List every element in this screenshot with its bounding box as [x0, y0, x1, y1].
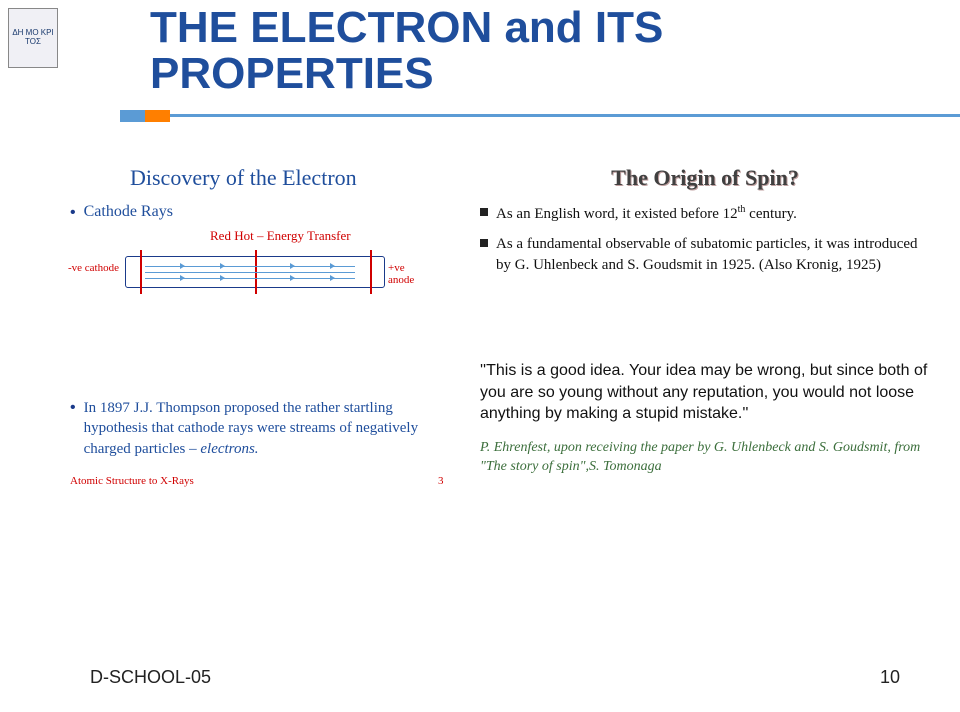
- negative-cathode-label: -ve cathode: [68, 262, 119, 274]
- footer-left-text: D-SCHOOL-05: [90, 667, 211, 688]
- arrow-icon: [220, 263, 225, 269]
- right-column: The Origin of Spin? As an English word, …: [480, 165, 930, 285]
- ray-line-3: [145, 278, 355, 279]
- arrow-icon: [290, 263, 295, 269]
- left-column: Discovery of the Electron • Cathode Rays…: [70, 165, 450, 465]
- quote-attribution: P. Ehrenfest, upon receiving the paper b…: [480, 439, 930, 477]
- slide-title: THE ELECTRON and ITS PROPERTIES: [150, 5, 750, 97]
- red-hot-label: Red Hot – Energy Transfer: [210, 228, 450, 244]
- anode-electrode: [370, 250, 372, 294]
- arrow-icon: [180, 275, 185, 281]
- quote-text: ''This is a good idea. Your idea may be …: [480, 360, 930, 425]
- positive-anode-label: +ve anode: [388, 262, 414, 286]
- arrow-icon: [330, 263, 335, 269]
- spin-bullet-1: As an English word, it existed before 12…: [480, 203, 930, 224]
- jj-thompson-bullet: • In 1897 J.J. Thompson proposed the rat…: [70, 398, 450, 459]
- square-bullet-icon: [480, 239, 488, 247]
- ray-line-1: [145, 266, 355, 267]
- ray-line-2: [145, 272, 355, 273]
- slide-footer: D-SCHOOL-05 10: [90, 667, 900, 688]
- cathode-tube-diagram: -ve cathode +ve anode: [70, 248, 410, 298]
- footer-page-number: 10: [880, 667, 900, 688]
- title-underline: [170, 114, 960, 117]
- arrow-icon: [330, 275, 335, 281]
- slide-title-block: THE ELECTRON and ITS PROPERTIES: [150, 5, 750, 97]
- title-accent-bars: [120, 110, 170, 122]
- bullet-icon: •: [70, 398, 76, 417]
- inset-slide-number: 3: [438, 475, 444, 487]
- jj-thompson-text: In 1897 J.J. Thompson proposed the rathe…: [84, 398, 450, 459]
- cathode-rays-label: Cathode Rays: [84, 203, 173, 221]
- cathode-rays-bullet: • Cathode Rays: [70, 203, 450, 222]
- arrow-icon: [290, 275, 295, 281]
- institution-logo: ΔΗ ΜΟ ΚΡΙ ΤΟΣ: [8, 8, 58, 68]
- cathode-electrode: [140, 250, 142, 294]
- discovery-heading: Discovery of the Electron: [130, 165, 450, 191]
- spin-bullet-2: As a fundamental observable of subatomic…: [480, 234, 930, 275]
- arrow-icon: [180, 263, 185, 269]
- arrow-icon: [220, 275, 225, 281]
- square-bullet-icon: [480, 208, 488, 216]
- inset-footer-left: Atomic Structure to X-Rays: [70, 475, 194, 487]
- origin-of-spin-heading: The Origin of Spin?: [480, 165, 930, 191]
- ehrenfest-quote: ''This is a good idea. Your idea may be …: [480, 360, 930, 477]
- bullet-icon: •: [70, 203, 76, 222]
